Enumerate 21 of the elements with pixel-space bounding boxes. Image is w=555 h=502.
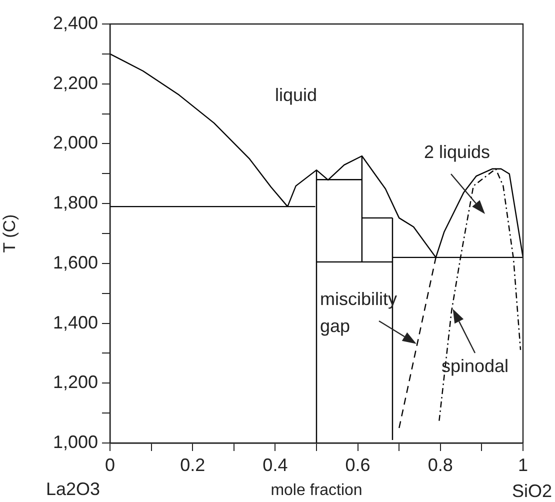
y-tick-label: 1,000 [52,432,98,452]
y-tick-label: 1,600 [52,252,98,272]
x-tick-label: 0.4 [262,454,288,475]
text: SiO2 [512,480,552,501]
x-tick-label: 0.8 [428,454,453,475]
y-tick-label: 2,400 [52,12,98,33]
y-tick-label: 2,000 [52,132,98,153]
annotation: 2 liquids [424,142,490,162]
annotation: liquid [274,84,318,105]
y-tick-label: 1,800 [52,192,98,213]
y-tick-label: 1,200 [52,372,98,392]
x-tick-label: 0.6 [345,454,370,475]
y-tick-label: 1,400 [52,312,98,332]
annotation: spinodal [441,356,509,376]
x-axis-title: mole fraction [270,482,362,499]
text: La2O3 [46,478,100,499]
x-tick-label: 0.2 [180,454,206,475]
y-tick-label: 2,200 [52,72,98,93]
x-tick-label: 0 [104,454,116,475]
y-axis-title: T (C) [0,214,19,253]
x-tick-label: 1 [518,454,528,475]
